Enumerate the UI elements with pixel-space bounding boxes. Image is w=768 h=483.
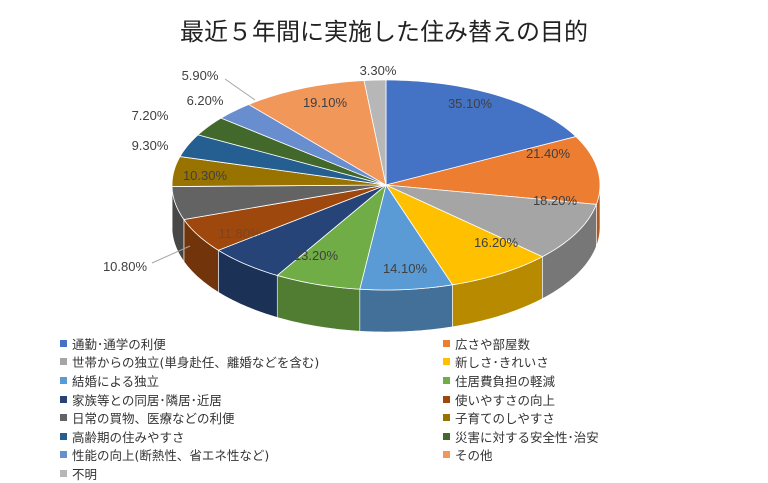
data-label: 18.20% xyxy=(533,193,578,208)
legend-item: 日常の買物、医療などの利便 xyxy=(60,409,443,426)
data-label: 16.20% xyxy=(474,235,519,250)
legend-item: 不明 xyxy=(60,465,443,482)
legend-swatch xyxy=(443,340,450,347)
legend-label: 結婚による独立 xyxy=(72,371,159,390)
legend-label: 広さや部屋数 xyxy=(455,334,530,353)
data-label: 10.80% xyxy=(103,259,148,274)
legend-label: 性能の向上(断熱性、省エネ性など) xyxy=(72,445,269,464)
data-label: 13.20% xyxy=(294,248,339,263)
legend-item: 子育てのしやすさ xyxy=(443,409,700,426)
slice-side xyxy=(360,285,453,332)
legend-swatch xyxy=(60,470,67,477)
legend-item: 性能の向上(断熱性、省エネ性など) xyxy=(60,447,443,464)
legend: 通勤･通学の利便 広さや部屋数世帯からの独立(単身赴任、離婚などを含む) 新しさ･き… xyxy=(60,335,700,482)
data-label: 21.40% xyxy=(526,146,571,161)
data-label: 9.30% xyxy=(132,138,169,153)
legend-label: 日常の買物、医療などの利便 xyxy=(72,408,235,427)
legend-label: 家族等との同居･隣居･近居 xyxy=(72,390,222,409)
legend-item: 新しさ･きれいさ xyxy=(443,354,700,371)
legend-swatch xyxy=(60,451,67,458)
data-label: 5.90% xyxy=(182,68,219,83)
legend-item: 通勤･通学の利便 xyxy=(60,335,443,352)
data-label: 3.30% xyxy=(360,63,397,78)
legend-item: 住居費負担の軽減 xyxy=(443,372,700,389)
legend-swatch xyxy=(443,358,450,365)
legend-item: 結婚による独立 xyxy=(60,372,443,389)
legend-label: 住居費負担の軽減 xyxy=(455,371,555,390)
legend-swatch xyxy=(443,377,450,384)
legend-item: 災害に対する安全性･治安 xyxy=(443,428,700,445)
legend-label: 使いやすさの向上 xyxy=(455,390,555,409)
legend-label: 通勤･通学の利便 xyxy=(72,334,166,353)
legend-label: 世帯からの独立(単身赴任、離婚などを含む) xyxy=(72,352,319,371)
legend-swatch xyxy=(60,433,67,440)
legend-item: その他 xyxy=(443,447,700,464)
data-label: 11.80% xyxy=(218,226,262,241)
legend-swatch xyxy=(60,358,67,365)
legend-swatch xyxy=(60,377,67,384)
legend-swatch xyxy=(443,396,450,403)
legend-label: 高齢期の住みやすさ xyxy=(72,427,185,446)
legend-label: 新しさ･きれいさ xyxy=(455,352,549,371)
legend-swatch xyxy=(443,451,450,458)
data-label: 19.10% xyxy=(303,95,348,110)
legend-swatch xyxy=(60,396,67,403)
legend-item: 使いやすさの向上 xyxy=(443,391,700,408)
data-label: 10.30% xyxy=(183,168,228,183)
data-label: 35.10% xyxy=(448,96,493,111)
legend-label: 災害に対する安全性･治安 xyxy=(455,427,599,446)
data-label: 6.20% xyxy=(187,93,224,108)
legend-swatch xyxy=(60,340,67,347)
legend-item: 広さや部屋数 xyxy=(443,335,700,352)
legend-swatch xyxy=(443,433,450,440)
data-label: 14.10% xyxy=(383,261,428,276)
legend-swatch xyxy=(443,414,450,421)
legend-swatch xyxy=(60,414,67,421)
legend-item: 世帯からの独立(単身赴任、離婚などを含む) xyxy=(60,354,443,371)
pie-chart: 35.10% 21.40% 18.20% 16.20% 14.10% 13.20% 11.8… xyxy=(0,0,768,340)
leader-line xyxy=(225,79,255,100)
legend-item: 高齢期の住みやすさ xyxy=(60,428,443,445)
legend-item: 家族等との同居･隣居･近居 xyxy=(60,391,443,408)
legend-label: 子育てのしやすさ xyxy=(455,408,555,427)
legend-label: 不明 xyxy=(72,464,97,483)
data-label: 7.20% xyxy=(132,108,169,123)
legend-label: その他 xyxy=(455,445,493,464)
